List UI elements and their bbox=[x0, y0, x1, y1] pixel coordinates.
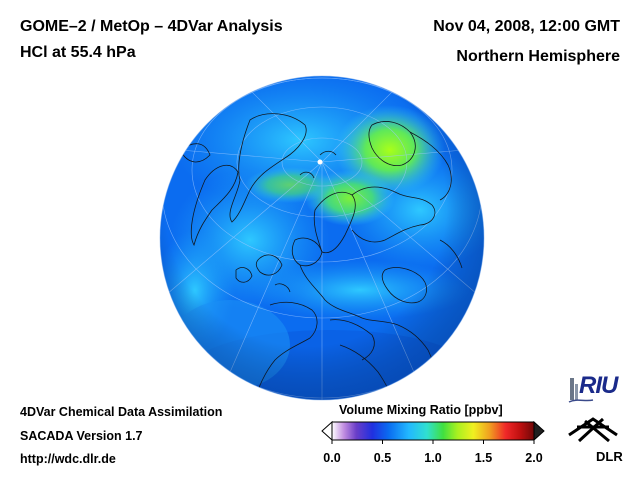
version-label: SACADA Version 1.7 bbox=[20, 429, 143, 443]
source-url: http://wdc.dlr.de bbox=[20, 452, 116, 466]
dlr-emblem-icon bbox=[568, 417, 618, 443]
colorbar-tick-label: 0.5 bbox=[373, 451, 392, 465]
colorbar bbox=[321, 420, 545, 444]
map-region: Northern Hemisphere bbox=[456, 48, 620, 65]
map-subtitle: HCl at 55.4 hPa bbox=[20, 44, 136, 61]
map-title: GOME–2 / MetOp – 4DVar Analysis bbox=[20, 18, 283, 35]
colorbar-under-arrow bbox=[321, 420, 333, 442]
colorbar-label: Volume Mixing Ratio [ppbv] bbox=[339, 403, 503, 417]
globe-field bbox=[160, 76, 484, 400]
riu-logo-text: RIU bbox=[579, 372, 618, 399]
colorbar-tick-label: 2.0 bbox=[525, 451, 543, 465]
colorbar-tick-label: 0.0 bbox=[323, 451, 341, 465]
system-name: 4DVar Chemical Data Assimilation bbox=[20, 405, 223, 419]
colorbar-ramp bbox=[331, 421, 535, 441]
dlr-logo-text: DLR bbox=[596, 449, 623, 464]
colorbar-tick-label: 1.5 bbox=[474, 451, 493, 465]
colorbar-over-arrow bbox=[533, 420, 545, 442]
colorbar-ticks bbox=[331, 440, 535, 444]
map-datetime: Nov 04, 2008, 12:00 GMT bbox=[433, 18, 620, 35]
colorbar-tick-label: 1.0 bbox=[424, 451, 442, 465]
